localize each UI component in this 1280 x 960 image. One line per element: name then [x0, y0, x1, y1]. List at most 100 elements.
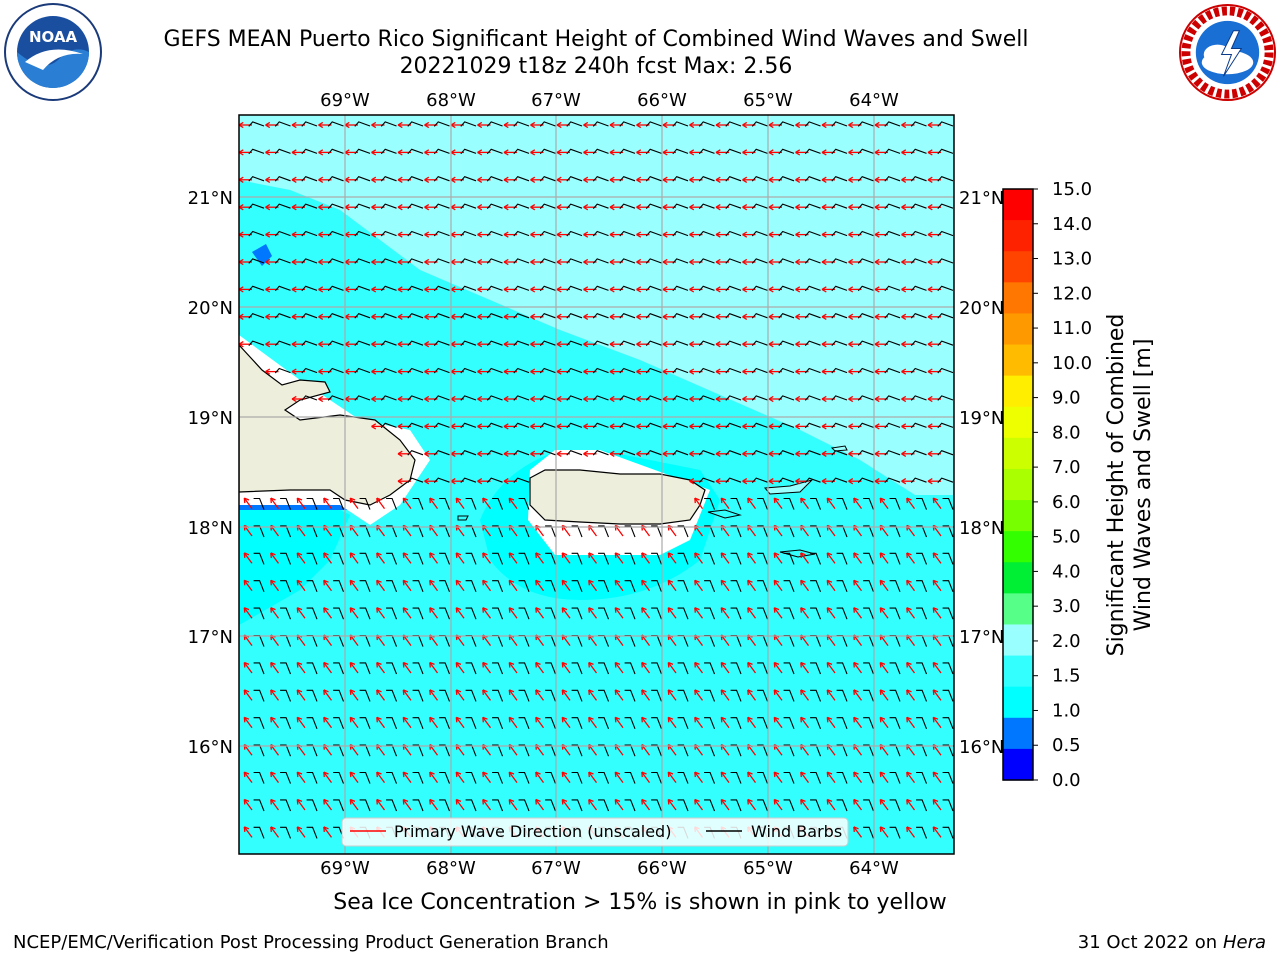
legend-barb-label: Wind Barbs — [751, 822, 842, 841]
wave-arrow-head — [270, 497, 276, 504]
wave-direction-arrow — [323, 662, 333, 674]
wind-barb — [889, 607, 901, 620]
wind-barb — [916, 552, 928, 565]
wind-barb — [645, 367, 662, 374]
wind-barb — [619, 230, 636, 237]
wind-barb — [433, 285, 450, 292]
wind-barb — [513, 450, 530, 456]
wave-arrow-head — [715, 231, 721, 238]
wave-arrow-head — [641, 716, 647, 723]
wave-direction-arrow — [402, 579, 412, 592]
wave-arrow-head — [747, 689, 753, 695]
wave-arrow-head — [879, 771, 886, 778]
wave-direction-arrow — [455, 579, 465, 592]
wind-barb — [592, 313, 609, 319]
wind-barb — [863, 552, 875, 565]
wave-arrow-head — [906, 826, 912, 832]
wind-barb — [778, 422, 795, 429]
wave-arrow-head — [397, 478, 403, 485]
wave-direction-arrow — [641, 607, 651, 619]
wind-barb — [465, 607, 477, 620]
wind-barb — [942, 497, 954, 510]
wave-arrow-head — [291, 176, 297, 183]
wave-arrow-head — [927, 341, 933, 348]
wave-arrow-head — [906, 716, 912, 723]
wave-arrow-head — [636, 176, 642, 183]
wave-arrow-head — [901, 313, 907, 320]
wave-direction-arrow — [376, 497, 386, 509]
chart-subtitle: 20221029 t18z 240h fcst Max: 2.56 — [399, 54, 793, 79]
wind-barb — [518, 607, 530, 620]
wave-arrow-head — [906, 497, 912, 504]
wind-barb — [916, 525, 928, 538]
wave-direction-arrow — [243, 634, 253, 646]
colorbar-tick-label: 11.0 — [1052, 318, 1092, 339]
wind-barb — [863, 525, 875, 538]
wind-barb — [884, 422, 901, 429]
wind-barb — [677, 717, 689, 730]
wave-arrow-head — [397, 231, 403, 238]
wind-barb — [433, 340, 450, 346]
wave-arrow-head — [508, 607, 515, 613]
wind-barb — [910, 422, 927, 429]
wave-arrow-head — [450, 204, 456, 211]
wind-barb — [566, 176, 583, 182]
wave-arrow-head — [800, 661, 806, 668]
wind-barb — [937, 258, 954, 264]
wind-barb — [889, 552, 901, 565]
wind-barb — [545, 744, 557, 757]
wave-arrow-head — [795, 176, 801, 183]
wind-barb — [386, 744, 398, 757]
wave-arrow-head — [450, 121, 456, 129]
wave-arrow-head — [429, 716, 435, 723]
wave-arrow-head — [376, 497, 382, 504]
wind-barb — [592, 176, 609, 182]
wave-arrow-head — [349, 689, 356, 695]
wind-barb — [460, 422, 477, 429]
wave-arrow-head — [243, 579, 250, 586]
wind-barb — [465, 744, 477, 757]
wave-arrow-head — [243, 661, 250, 668]
wave-direction-arrow — [879, 607, 889, 619]
wave-direction-arrow — [853, 826, 863, 838]
wave-arrow-head — [768, 395, 774, 403]
wave-direction-arrow — [906, 689, 916, 701]
wind-barb — [439, 717, 451, 730]
wind-barb — [619, 203, 636, 209]
wave-arrow-head — [349, 661, 356, 668]
lon-label-bottom: 66°W — [637, 858, 687, 879]
wind-barb — [804, 477, 821, 483]
wave-direction-arrow — [853, 799, 863, 811]
wind-barb — [253, 662, 265, 675]
wind-barb — [704, 689, 716, 702]
wind-barb — [386, 662, 398, 675]
wave-arrow-head — [768, 231, 774, 238]
wave-arrow-head — [318, 204, 324, 211]
wave-arrow-head — [450, 450, 456, 457]
wave-arrow-head — [588, 579, 594, 586]
wind-barb — [439, 607, 451, 620]
wind-barb — [725, 148, 742, 155]
wave-direction-arrow — [614, 634, 624, 646]
wind-barb — [386, 580, 398, 593]
wave-arrow-head — [901, 176, 907, 183]
wave-arrow-head — [477, 368, 483, 375]
wind-barb — [407, 422, 424, 429]
wind-barb — [910, 395, 927, 401]
wave-arrow-head — [694, 689, 700, 695]
wind-barb — [598, 607, 610, 620]
wave-arrow-head — [747, 661, 753, 668]
wind-barb — [804, 121, 821, 127]
wave-arrow-head — [662, 341, 668, 348]
wave-arrow-head — [344, 231, 350, 238]
colorbar-tick-label: 14.0 — [1052, 214, 1092, 235]
wave-arrow-head — [906, 579, 912, 586]
wind-barb — [518, 497, 530, 510]
colorbar-tick-label: 10.0 — [1052, 353, 1092, 374]
wave-direction-arrow — [720, 607, 730, 619]
wave-arrow-head — [662, 204, 668, 211]
wind-barb — [836, 662, 848, 675]
wave-arrow-head — [371, 231, 377, 238]
wave-arrow-head — [826, 552, 833, 558]
wave-direction-arrow — [535, 716, 545, 729]
